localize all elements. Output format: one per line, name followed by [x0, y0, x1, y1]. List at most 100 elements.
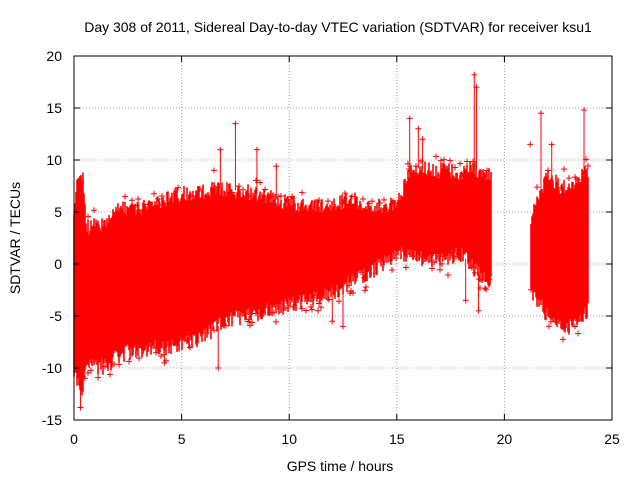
data-point-marker [318, 304, 324, 311]
data-point-marker [289, 193, 295, 200]
data-point-marker [303, 307, 309, 314]
data-point-marker [95, 374, 101, 381]
data-point-marker [482, 285, 488, 292]
outlier-point [415, 125, 422, 132]
data-point-marker [129, 197, 135, 204]
outlier-point [548, 141, 555, 148]
outlier-point [473, 84, 480, 91]
data-point-marker [82, 375, 88, 382]
outlier-point [77, 404, 84, 411]
data-point-marker [377, 199, 383, 206]
outlier-point [406, 115, 413, 122]
data-point-marker [350, 289, 356, 296]
data-point-marker [560, 336, 566, 343]
data-point-marker [483, 171, 489, 178]
outlier-point [419, 136, 426, 143]
y-tick-label: -15 [42, 412, 62, 428]
data-point-marker [262, 186, 268, 193]
data-point-marker [290, 303, 296, 310]
y-tick-label: -10 [42, 360, 62, 376]
x-tick-label: 15 [389, 431, 405, 447]
data-point-marker [151, 190, 157, 197]
x-tick-labels: 0 5 10 15 20 25 [70, 431, 620, 447]
data-point-marker [187, 344, 193, 351]
data-point-marker [229, 189, 235, 196]
outlier-point [161, 359, 168, 366]
data-point-marker [155, 195, 161, 202]
y-tick-label: 10 [46, 152, 62, 168]
data-point-marker [308, 303, 314, 310]
data-point-marker [159, 193, 165, 200]
data-point-marker [316, 300, 322, 307]
data-point-marker [483, 286, 489, 293]
plot-frame [73, 55, 613, 421]
data-point-marker [369, 198, 375, 205]
data-point-marker [546, 323, 552, 330]
data-point-marker [325, 198, 331, 205]
data-point-marker [88, 367, 94, 374]
data-point-marker [85, 213, 91, 220]
data-point-marker [107, 371, 113, 378]
axis-ticks [73, 55, 613, 421]
data-point-marker [122, 193, 128, 200]
outlier-point [475, 307, 482, 314]
data-point-marker [438, 157, 444, 164]
data-point-marker [346, 282, 352, 289]
y-tick-label: 0 [54, 256, 62, 272]
x-tick-label: 20 [497, 431, 513, 447]
data-point-marker [91, 207, 97, 214]
outlier-point [581, 107, 588, 114]
data-point-marker [126, 358, 132, 365]
data-point-marker [211, 167, 217, 174]
outlier-point [340, 323, 346, 330]
y-tick-label: 15 [46, 100, 62, 116]
data-point-marker [360, 195, 366, 202]
data-point-marker [116, 361, 122, 368]
data-point-marker [135, 196, 141, 203]
data-point-marker [437, 266, 443, 273]
data-point-marker [393, 255, 399, 262]
data-point-marker [585, 162, 591, 169]
data-point-marker [342, 190, 348, 197]
data-point-marker [211, 327, 217, 334]
outlier-point [253, 146, 260, 153]
data-point-marker [253, 177, 259, 184]
outlier-point [527, 141, 534, 148]
data-point-marker [267, 193, 273, 200]
data-point-marker [389, 267, 395, 274]
data-point-marker [240, 186, 246, 193]
data-point-marker [284, 196, 290, 203]
data-point-marker [362, 287, 368, 294]
data-point-marker [572, 323, 578, 330]
x-tick-label: 0 [70, 431, 78, 447]
outlier-point [217, 146, 224, 153]
data-point-marker [278, 192, 284, 199]
data-point-marker [566, 175, 572, 182]
data-point-marker [433, 153, 439, 160]
outlier-point [486, 276, 493, 283]
data-point-marker [349, 193, 355, 200]
data-point-marker [472, 269, 478, 276]
data-point-marker [441, 156, 447, 163]
y-tick-label: 20 [46, 48, 62, 64]
x-tick-label: 5 [178, 431, 186, 447]
data-point-marker [452, 164, 458, 171]
chart-title: Day 308 of 2011, Sidereal Day-to-day VTE… [84, 19, 592, 35]
data-point-marker [561, 166, 567, 173]
data-point-marker [311, 294, 317, 301]
outlier-point [232, 120, 239, 127]
outlier-point [329, 318, 336, 325]
y-tick-label: -5 [50, 308, 63, 324]
y-axis-label: SDTVAR / TECUs [7, 182, 23, 294]
data-point-marker [470, 158, 476, 165]
data-point-marker [299, 305, 305, 312]
data-point-marker [136, 355, 142, 362]
data-point-marker [457, 160, 463, 167]
outlier-point [215, 365, 222, 371]
data-point-marker [403, 264, 409, 271]
data-point-marker [439, 260, 445, 267]
data-point-marker [236, 183, 242, 190]
x-axis-label: GPS time / hours [287, 458, 394, 474]
data-point-marker [575, 330, 581, 337]
